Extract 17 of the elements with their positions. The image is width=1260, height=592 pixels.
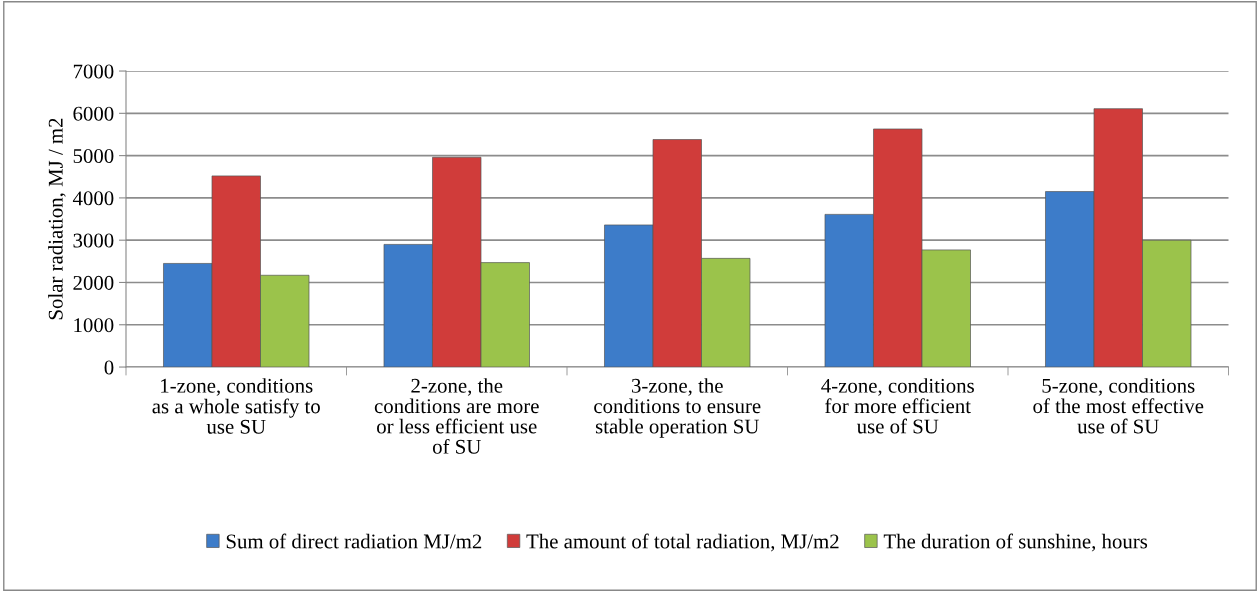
y-tick-label: 6000 xyxy=(73,106,114,121)
y-tick-label: 4000 xyxy=(72,191,114,206)
y-tick-label: 2000 xyxy=(73,275,114,290)
y-tick-label: 0 xyxy=(104,360,114,375)
x-tick-label: 2-zone, the conditions are more or less efficient use of SU xyxy=(374,378,539,454)
y-tick-label: 1000 xyxy=(74,318,114,333)
legend-label: The amount of total radiation, MJ/m2 xyxy=(526,533,839,552)
x-tick-label: 3-zone, the conditions to ensure stable operation SU xyxy=(594,378,761,438)
x-tick-label: 1-zone, conditions as a whole satisfy to use SU xyxy=(152,378,320,434)
y-tick-label: 3000 xyxy=(73,233,114,248)
x-tick-label: 4-zone, conditions for more efficient use of SU xyxy=(821,378,974,434)
y-tick-label: 7000 xyxy=(73,64,114,79)
x-tick-label: 5-zone, conditions of the most effective use of SU xyxy=(1033,378,1204,434)
legend-label: Sum of direct radiation MJ/m2 xyxy=(226,533,482,549)
legend-label: The duration of sunshine, hours xyxy=(883,533,1148,552)
y-tick-label: 5000 xyxy=(73,148,114,164)
y-axis-title: Solar radiation, MJ / m2 xyxy=(48,118,66,320)
